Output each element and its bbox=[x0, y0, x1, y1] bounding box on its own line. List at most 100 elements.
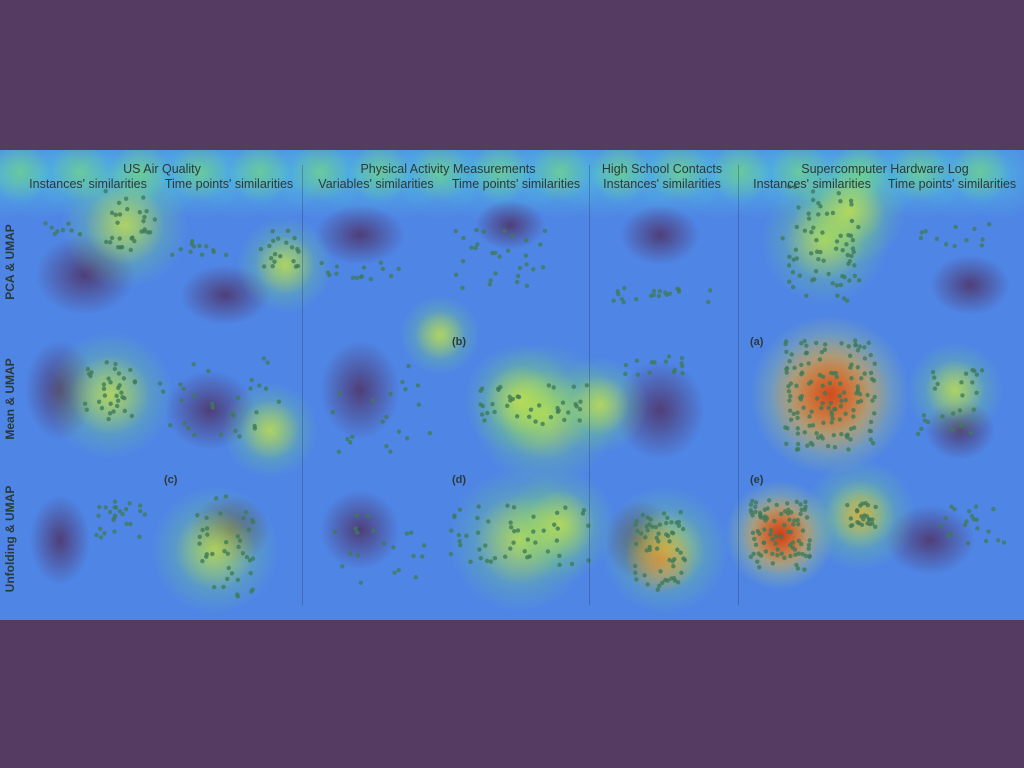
scatter-point bbox=[475, 242, 480, 247]
scatter-point bbox=[783, 341, 788, 347]
scatter-point bbox=[388, 449, 393, 454]
panel-label-b: (b) bbox=[452, 336, 467, 348]
scatter-point bbox=[787, 279, 792, 284]
scatter-point bbox=[788, 417, 794, 422]
scatter-point bbox=[676, 519, 682, 525]
scatter-point bbox=[797, 273, 803, 278]
scatter-point bbox=[129, 413, 135, 419]
scatter-point bbox=[795, 415, 800, 421]
scatter-point bbox=[838, 381, 843, 386]
scatter-point bbox=[250, 517, 255, 523]
scatter-point bbox=[852, 273, 858, 279]
scatter-point bbox=[865, 392, 870, 398]
scatter-point bbox=[106, 376, 111, 381]
scatter-point bbox=[862, 371, 867, 376]
scatter-point bbox=[225, 576, 230, 582]
scatter-point bbox=[852, 263, 857, 268]
scatter-point bbox=[490, 402, 495, 407]
scatter-point bbox=[235, 594, 240, 599]
scatter-point bbox=[925, 419, 931, 425]
scatter-point bbox=[800, 528, 806, 533]
scatter-point bbox=[787, 358, 792, 364]
scatter-point bbox=[762, 507, 767, 512]
scatter-point bbox=[116, 200, 122, 206]
scatter-point bbox=[349, 434, 355, 439]
scatter-point bbox=[795, 566, 801, 571]
scatter-point bbox=[384, 443, 389, 449]
scatter-point bbox=[645, 582, 650, 587]
scatter-point bbox=[460, 285, 465, 291]
scatter-point bbox=[181, 386, 186, 392]
scatter-point bbox=[848, 426, 854, 432]
scatter-point bbox=[186, 425, 191, 431]
scatter-point bbox=[486, 519, 491, 524]
scatter-point bbox=[952, 243, 957, 249]
scatter-point bbox=[551, 385, 556, 390]
scatter-point bbox=[189, 242, 195, 247]
scatter-point bbox=[644, 548, 649, 553]
scatter-point bbox=[676, 289, 682, 294]
scatter-point bbox=[120, 511, 125, 517]
scatter-point bbox=[210, 405, 216, 410]
scatter-point bbox=[192, 432, 197, 437]
scatter-point bbox=[248, 570, 253, 576]
scatter-point bbox=[770, 551, 775, 556]
scatter-point bbox=[571, 384, 577, 389]
scatter-point bbox=[179, 397, 184, 403]
scatter-point bbox=[651, 288, 657, 294]
scatter-point bbox=[546, 383, 552, 388]
scatter-point bbox=[391, 545, 396, 550]
scatter-point bbox=[258, 246, 264, 252]
scatter-point bbox=[844, 242, 849, 247]
scatter-point bbox=[669, 576, 674, 581]
scatter-point bbox=[845, 252, 850, 258]
scatter-point bbox=[85, 366, 91, 372]
scatter-point bbox=[816, 200, 821, 206]
scatter-point bbox=[114, 393, 119, 399]
scatter-point bbox=[790, 540, 796, 545]
scatter-point bbox=[118, 245, 123, 250]
scatter-point bbox=[810, 189, 816, 194]
scatter-point bbox=[803, 499, 808, 505]
scatter-point bbox=[793, 552, 798, 557]
scatter-point bbox=[949, 504, 954, 509]
scatter-point bbox=[821, 420, 826, 425]
scatter-point bbox=[178, 382, 183, 387]
scatter-point bbox=[986, 529, 991, 534]
scatter-point bbox=[235, 395, 241, 400]
scatter-point bbox=[388, 391, 393, 397]
scatter-point bbox=[952, 506, 957, 512]
scatter-point bbox=[157, 381, 163, 386]
scatter-point bbox=[872, 361, 877, 366]
scatter-point bbox=[531, 514, 536, 519]
scatter-point bbox=[811, 225, 816, 230]
scatter-point bbox=[109, 210, 115, 216]
scatter-point bbox=[656, 531, 661, 536]
scatter-point bbox=[819, 405, 824, 411]
scatter-point bbox=[753, 509, 758, 515]
scatter-point bbox=[934, 236, 940, 242]
scatter-point bbox=[541, 528, 546, 533]
scatter-point bbox=[415, 383, 421, 388]
scatter-point bbox=[835, 293, 840, 298]
scatter-point bbox=[634, 297, 639, 302]
dataset-divider bbox=[302, 165, 303, 605]
scatter-point bbox=[752, 536, 757, 542]
scatter-point bbox=[834, 283, 840, 288]
scatter-point bbox=[408, 530, 414, 535]
scatter-point bbox=[655, 587, 660, 592]
scatter-point bbox=[873, 524, 878, 529]
scatter-point bbox=[497, 254, 502, 259]
scatter-point bbox=[796, 538, 802, 544]
scatter-point bbox=[818, 249, 823, 255]
scatter-point bbox=[84, 407, 89, 412]
scatter-point bbox=[488, 559, 494, 564]
scatter-point bbox=[748, 554, 754, 559]
scatter-point bbox=[514, 414, 520, 419]
scatter-point bbox=[96, 513, 101, 518]
scatter-point bbox=[107, 509, 113, 515]
scatter-point bbox=[855, 399, 861, 405]
scatter-point bbox=[775, 547, 780, 552]
scatter-point bbox=[101, 382, 107, 387]
scatter-point bbox=[643, 535, 648, 540]
